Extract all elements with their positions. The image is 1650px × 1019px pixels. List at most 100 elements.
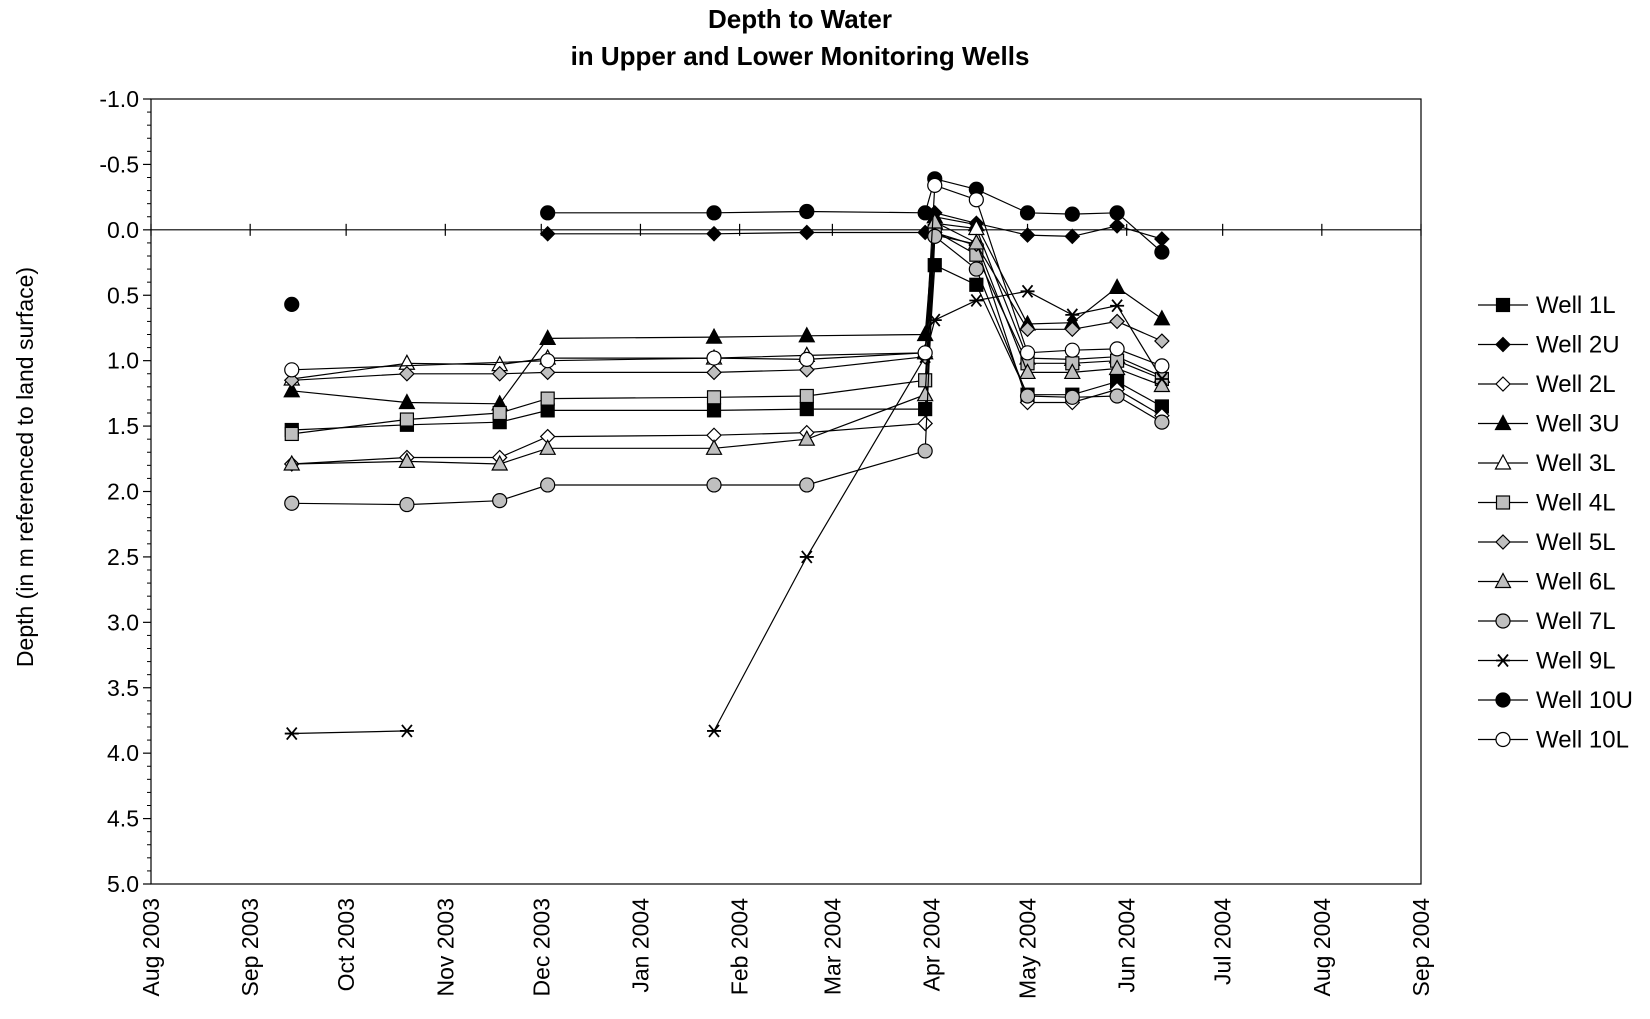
- data-point-well-10l: [1109, 341, 1125, 357]
- data-point-well-6l: [398, 452, 416, 469]
- series-line-well-6l: [291, 221, 1163, 465]
- data-point-well-4l: [706, 390, 722, 405]
- series-well-3l: [283, 214, 1171, 386]
- x-tick-label: Aug 2004: [1309, 898, 1335, 997]
- x-tick-labels: Aug 2003 Sep 2003 Oct 2003 Nov 2003 Dec 2003…: [138, 898, 1434, 999]
- legend-marker-well-10l: [1495, 731, 1511, 748]
- data-point-well-4l: [284, 426, 299, 442]
- y-tick-label: 5.0: [107, 871, 139, 897]
- data-point-well-5l: [1019, 321, 1036, 338]
- legend-label: Well 10U: [1536, 687, 1633, 714]
- plot-frame: [150, 98, 1422, 885]
- data-point-well-9l: [927, 313, 942, 327]
- data-point-well-7l: [1064, 389, 1080, 405]
- y-tick-label: 2.0: [107, 479, 139, 505]
- data-point-well-9l: [799, 550, 814, 564]
- data-point-well-2u: [706, 225, 722, 242]
- y-tick-label: 3.0: [107, 609, 139, 635]
- y-tick-label: 2.5: [107, 544, 139, 570]
- data-point-well-10l: [706, 350, 722, 366]
- data-point-well-7l: [968, 261, 984, 277]
- data-point-well-6l: [705, 439, 723, 455]
- data-point-well-3u: [1108, 278, 1126, 294]
- data-point-well-10u: [917, 205, 933, 221]
- data-point-well-10u: [1109, 205, 1125, 221]
- legend-label: Well 7L: [1536, 608, 1616, 635]
- legend-item-well-2l: Well 2L: [1478, 371, 1616, 398]
- series-well-7l: [284, 228, 1170, 513]
- series-well-2l: [283, 224, 1170, 472]
- legend-item-well-7l: Well 7L: [1478, 608, 1616, 635]
- legend-marker-well-1l: [1495, 297, 1511, 313]
- x-tick-label: Jun 2004: [1114, 898, 1140, 993]
- data-point-well-7l: [1154, 414, 1170, 430]
- legend-marker-well-3l: [1494, 453, 1512, 470]
- data-point-well-2l: [917, 415, 934, 432]
- data-point-well-10l: [1154, 358, 1170, 374]
- series-line-well-2u: [547, 212, 1163, 240]
- legend-item-well-4l: Well 4L: [1478, 490, 1616, 517]
- data-point-well-5l: [399, 365, 415, 382]
- data-point-well-10l: [1019, 345, 1036, 361]
- data-point-well-2u: [1064, 228, 1081, 245]
- legend-label: Well 9L: [1536, 648, 1616, 675]
- x-tick-label: Dec 2003: [528, 898, 554, 996]
- legend-item-well-3l: Well 3L: [1478, 450, 1616, 477]
- legend-item-well-10l: Well 10L: [1478, 727, 1629, 754]
- data-point-well-5l: [283, 372, 300, 389]
- x-tick-label: May 2004: [1015, 898, 1041, 999]
- x-tick-label: Mar 2004: [819, 898, 845, 995]
- data-point-well-1l: [706, 403, 722, 418]
- legend-label: Well 10L: [1536, 727, 1629, 754]
- y-axis-title: Depth (in m referenced to land surface): [12, 267, 38, 667]
- data-point-well-6l: [798, 429, 816, 446]
- legend-marker-well-9l: [1496, 653, 1510, 668]
- data-point-well-2u: [1019, 227, 1036, 243]
- data-point-well-5l: [1064, 321, 1081, 338]
- y-tick-label: -1.0: [99, 86, 139, 112]
- y-axis: -1.0 -0.5 0.0 0.5 1.0 1.5 2.0 2.5 3.0 3.5 4.0 4.5 5.…: [99, 86, 151, 897]
- data-point-well-9l: [1020, 284, 1035, 298]
- data-point-well-10l: [799, 351, 815, 367]
- legend-marker-well-3u: [1494, 414, 1512, 431]
- data-point-well-10u: [1154, 244, 1170, 260]
- data-point-well-10l: [927, 177, 943, 193]
- x-tick-label: Aug 2003: [138, 898, 164, 996]
- x-tick-label: Jul 2004: [1210, 898, 1236, 985]
- data-point-well-5l: [539, 364, 556, 381]
- data-point-well-10u: [1064, 206, 1080, 222]
- data-point-well-6l: [539, 439, 557, 455]
- data-point-well-7l: [540, 477, 556, 493]
- data-point-well-7l: [1019, 388, 1036, 404]
- legend-marker-well-6l: [1494, 572, 1512, 589]
- data-point-well-7l: [927, 228, 943, 244]
- data-point-well-10l: [540, 353, 556, 369]
- data-point-well-2u: [1109, 218, 1125, 234]
- series-line-well-9l: [713, 290, 1163, 732]
- legend-label: Well 2U: [1536, 332, 1620, 359]
- legend-label: Well 3U: [1536, 411, 1620, 438]
- data-point-well-9l: [969, 293, 984, 308]
- data-point-well-5l: [798, 361, 815, 378]
- y-tick-label: 4.0: [107, 740, 139, 766]
- series-well-4l: [284, 224, 1169, 442]
- data-point-well-4l: [540, 391, 555, 406]
- data-point-well-10l: [968, 192, 984, 208]
- data-point-well-6l: [283, 454, 301, 471]
- series-well-1l: [284, 258, 1169, 438]
- legend-marker-well-10u: [1495, 692, 1511, 708]
- y-tick-label: -0.5: [99, 151, 139, 177]
- data-point-well-9l: [1154, 372, 1169, 386]
- data-point-well-4l: [492, 405, 507, 421]
- data-point-well-6l: [1108, 359, 1126, 376]
- y-tick-label: 4.5: [107, 806, 139, 832]
- data-point-well-10u: [799, 203, 815, 220]
- y-tick-label: 3.5: [107, 675, 139, 701]
- data-point-well-7l: [284, 495, 300, 511]
- legend-marker-well-2u: [1495, 336, 1511, 353]
- legend-marker-well-5l: [1495, 534, 1511, 550]
- series-well-9l: [284, 284, 1169, 741]
- data-point-well-3u: [398, 393, 416, 410]
- series-well-10u: [284, 171, 1170, 313]
